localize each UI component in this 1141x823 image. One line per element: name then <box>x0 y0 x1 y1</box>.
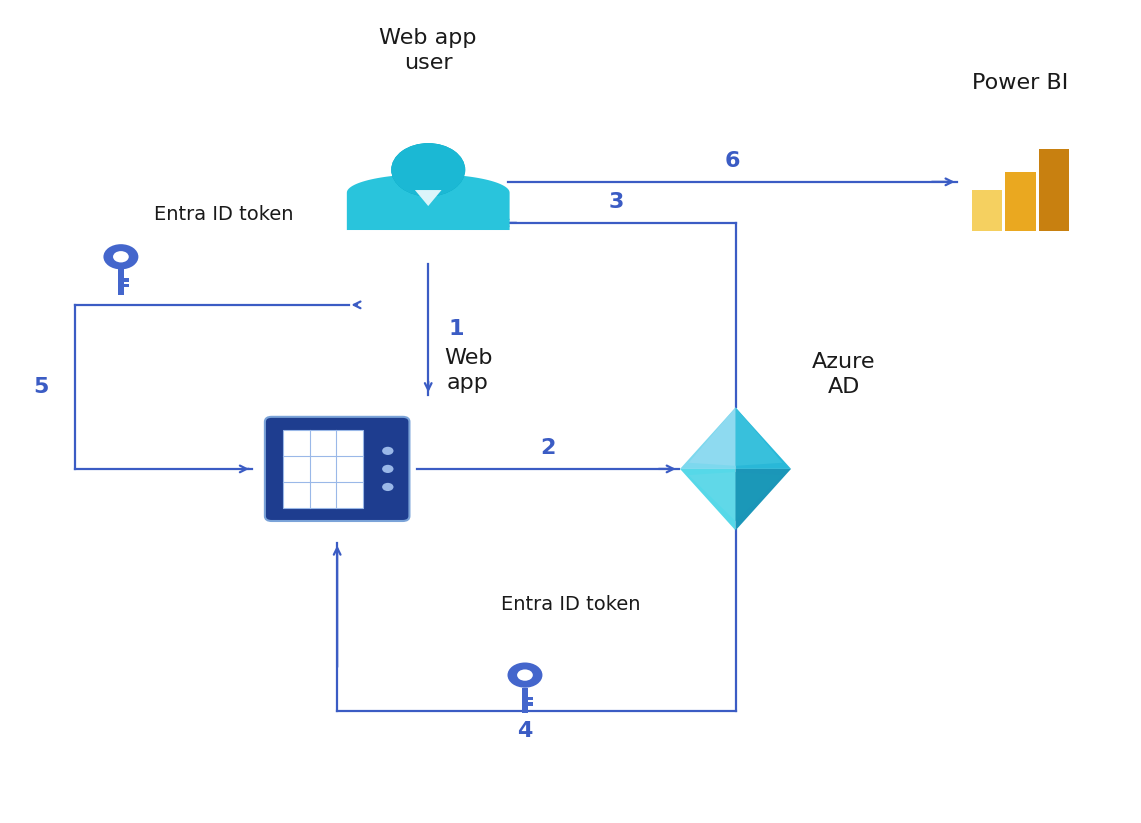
Circle shape <box>403 151 454 188</box>
Bar <box>521 688 528 713</box>
Circle shape <box>517 669 533 681</box>
Circle shape <box>418 162 439 178</box>
Text: 6: 6 <box>725 151 741 171</box>
Bar <box>1029 172 1036 231</box>
Circle shape <box>427 169 430 171</box>
Text: Power BI: Power BI <box>972 73 1068 94</box>
Polygon shape <box>415 190 442 206</box>
Bar <box>118 269 124 295</box>
Circle shape <box>104 244 138 269</box>
Text: Entra ID token: Entra ID token <box>154 205 293 224</box>
Circle shape <box>415 160 442 179</box>
Circle shape <box>382 483 394 491</box>
Bar <box>283 430 363 508</box>
Polygon shape <box>736 472 783 521</box>
Circle shape <box>382 447 394 455</box>
Circle shape <box>391 143 466 197</box>
Circle shape <box>422 165 434 174</box>
Text: 4: 4 <box>517 722 533 742</box>
Text: Web app
user: Web app user <box>380 28 477 73</box>
Circle shape <box>394 145 463 195</box>
Circle shape <box>421 165 436 175</box>
Polygon shape <box>688 407 736 466</box>
Bar <box>124 284 129 287</box>
Circle shape <box>404 152 452 187</box>
Circle shape <box>413 159 443 180</box>
Bar <box>1063 149 1069 231</box>
Circle shape <box>400 150 456 190</box>
Bar <box>1039 149 1069 231</box>
Text: Azure
AD: Azure AD <box>812 352 875 397</box>
Circle shape <box>406 154 451 186</box>
Text: 1: 1 <box>448 319 464 339</box>
Polygon shape <box>680 407 736 469</box>
Circle shape <box>398 148 458 191</box>
Bar <box>528 696 533 700</box>
Bar <box>996 190 1002 231</box>
Circle shape <box>397 147 460 193</box>
Bar <box>1005 172 1036 231</box>
Circle shape <box>382 465 394 473</box>
Text: Web
app: Web app <box>444 348 492 393</box>
Circle shape <box>410 156 447 183</box>
Bar <box>124 278 129 281</box>
Bar <box>972 190 1002 231</box>
Text: 2: 2 <box>540 439 556 458</box>
Polygon shape <box>688 472 736 521</box>
Text: Entra ID token: Entra ID token <box>501 595 640 614</box>
Polygon shape <box>680 469 736 531</box>
Circle shape <box>395 146 461 193</box>
Circle shape <box>412 158 445 182</box>
Polygon shape <box>347 174 510 230</box>
Polygon shape <box>736 407 791 469</box>
FancyBboxPatch shape <box>265 416 410 521</box>
Circle shape <box>113 251 129 263</box>
Circle shape <box>508 663 542 688</box>
Polygon shape <box>736 407 783 466</box>
Text: 5: 5 <box>33 377 49 397</box>
Polygon shape <box>736 469 791 531</box>
Bar <box>528 702 533 705</box>
Circle shape <box>391 143 466 197</box>
Text: 3: 3 <box>608 193 624 212</box>
Circle shape <box>424 167 432 173</box>
Circle shape <box>407 155 448 184</box>
Circle shape <box>419 163 437 176</box>
